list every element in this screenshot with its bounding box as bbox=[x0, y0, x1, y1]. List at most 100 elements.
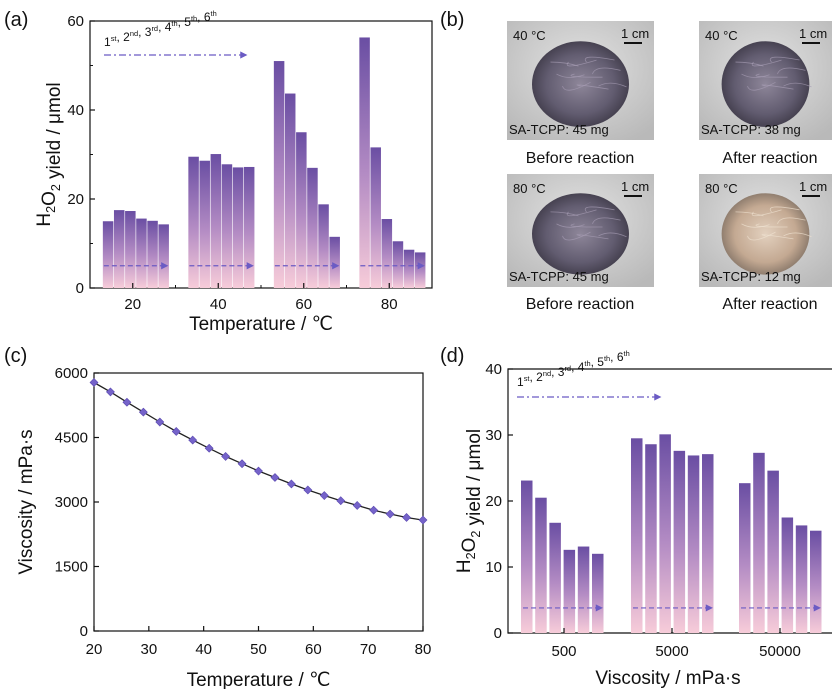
y-tick-label: 20 bbox=[67, 191, 84, 208]
fiber-strand bbox=[570, 223, 603, 228]
x-tick-label: 60 bbox=[305, 641, 322, 658]
bar bbox=[549, 522, 561, 633]
fiber-strand bbox=[769, 206, 800, 213]
photo-scale-label: 1 cm bbox=[799, 179, 827, 194]
y-axis-title-sub: 2 bbox=[49, 184, 63, 191]
bar bbox=[631, 438, 643, 633]
legend-text-sup: th bbox=[191, 14, 197, 23]
bar bbox=[403, 249, 415, 288]
fiber-strand bbox=[755, 223, 788, 228]
photo-temperature: 80 °C bbox=[513, 181, 546, 196]
fiber-strand bbox=[598, 232, 627, 238]
x-tick-label: 50000 bbox=[759, 643, 801, 660]
photo-panel: 80 °C 1 cm SA-TCPP: 45 mg bbox=[507, 174, 654, 287]
photo-panel: 40 °C 1 cm SA-TCPP: 38 mg bbox=[699, 21, 832, 140]
data-point bbox=[402, 513, 411, 522]
viscosity-curve bbox=[93, 381, 424, 521]
bar bbox=[392, 241, 404, 288]
x-tick-label: 30 bbox=[140, 641, 157, 658]
x-tick-label: 80 bbox=[381, 296, 398, 313]
fiber-strand bbox=[576, 84, 609, 90]
data-point bbox=[385, 509, 395, 519]
bar bbox=[563, 549, 576, 633]
fiber-sample bbox=[531, 193, 630, 275]
data-point bbox=[155, 417, 165, 427]
bar bbox=[673, 450, 686, 633]
bar bbox=[296, 132, 307, 288]
photo-caption: SA-TCPP: 45 mg bbox=[509, 269, 609, 284]
panel-label-b: (b) bbox=[440, 9, 464, 31]
fiber-strand bbox=[755, 73, 788, 78]
bar bbox=[577, 546, 590, 633]
legend-text-sup: st bbox=[111, 34, 118, 43]
data-point bbox=[188, 435, 198, 445]
bar bbox=[781, 517, 794, 633]
y-tick-label: 0 bbox=[80, 623, 88, 640]
y-axis-title-part: H bbox=[454, 559, 475, 573]
x-tick-label: 70 bbox=[360, 641, 377, 658]
bar bbox=[243, 166, 255, 288]
bar bbox=[136, 218, 147, 288]
y-tick-label: 0 bbox=[76, 280, 84, 297]
photo-temperature: 80 °C bbox=[705, 181, 738, 196]
y-tick-label: 10 bbox=[485, 559, 502, 576]
data-point bbox=[418, 515, 428, 525]
y-axis-title: H2O2 yield / μmol bbox=[454, 429, 485, 573]
data-point bbox=[89, 378, 99, 387]
y-tick-label: 4500 bbox=[55, 430, 88, 447]
bar bbox=[535, 497, 547, 633]
x-axis-title: Temperature / ℃ bbox=[189, 314, 333, 335]
data-point bbox=[171, 427, 181, 436]
legend-text-num: , 5 bbox=[591, 355, 605, 369]
bar bbox=[329, 236, 340, 288]
legend-text-num: , 6 bbox=[197, 10, 211, 24]
x-tick-label: 20 bbox=[124, 296, 141, 313]
y-axis-title: H2O2 yield / μmol bbox=[34, 82, 65, 226]
fiber-strand bbox=[741, 223, 770, 228]
y-tick-label: 40 bbox=[485, 361, 502, 378]
chart-c: 20 30 40 50 60 70 80 0 1500 3000 4500 6000 Temperatu… bbox=[16, 365, 431, 689]
bar bbox=[307, 167, 318, 288]
legend-text-num: , 3 bbox=[551, 365, 565, 379]
fiber-strand bbox=[761, 84, 794, 90]
bar bbox=[284, 93, 296, 288]
data-point bbox=[106, 387, 115, 397]
photo-label: After reaction bbox=[722, 296, 817, 313]
fiber-strand bbox=[584, 56, 615, 63]
bar bbox=[318, 204, 329, 288]
fiber-strand bbox=[556, 223, 585, 228]
bar bbox=[113, 210, 125, 288]
photo-caption: SA-TCPP: 12 mg bbox=[701, 269, 801, 284]
x-tick-label: 50 bbox=[250, 641, 267, 658]
fiber-strand bbox=[777, 67, 806, 75]
bar bbox=[199, 160, 210, 288]
bar bbox=[381, 219, 393, 288]
photo-temperature: 40 °C bbox=[513, 28, 546, 43]
fiber-strand bbox=[783, 82, 812, 88]
y-tick-label: 40 bbox=[67, 102, 84, 119]
bar bbox=[125, 211, 136, 288]
panel-label-c: (c) bbox=[4, 345, 27, 367]
bar bbox=[102, 221, 114, 288]
data-point bbox=[270, 473, 280, 482]
x-tick-label: 40 bbox=[195, 641, 212, 658]
legend-text-sup: th bbox=[624, 349, 630, 358]
bar bbox=[767, 470, 779, 633]
photo-grid: 40 °C 1 cm SA-TCPP: 45 mg Before reaction 40… bbox=[507, 21, 832, 313]
fiber-strand bbox=[584, 206, 615, 213]
legend-text-sup: nd bbox=[543, 369, 551, 378]
photo-panel: 40 °C 1 cm SA-TCPP: 45 mg bbox=[507, 21, 654, 140]
bar bbox=[273, 61, 285, 288]
fiber-strand bbox=[747, 231, 776, 241]
y-axis-title-part: yield / μmol bbox=[464, 429, 485, 531]
photo-caption: SA-TCPP: 38 mg bbox=[701, 122, 801, 137]
legend-text-num: , 2 bbox=[529, 370, 543, 384]
y-axis-title-part: O bbox=[459, 538, 480, 553]
fiber-strand bbox=[556, 73, 585, 78]
bar bbox=[592, 553, 604, 633]
bar bbox=[370, 147, 381, 288]
fiber-strand bbox=[570, 73, 603, 78]
y-axis-title-sub: 2 bbox=[464, 552, 478, 559]
